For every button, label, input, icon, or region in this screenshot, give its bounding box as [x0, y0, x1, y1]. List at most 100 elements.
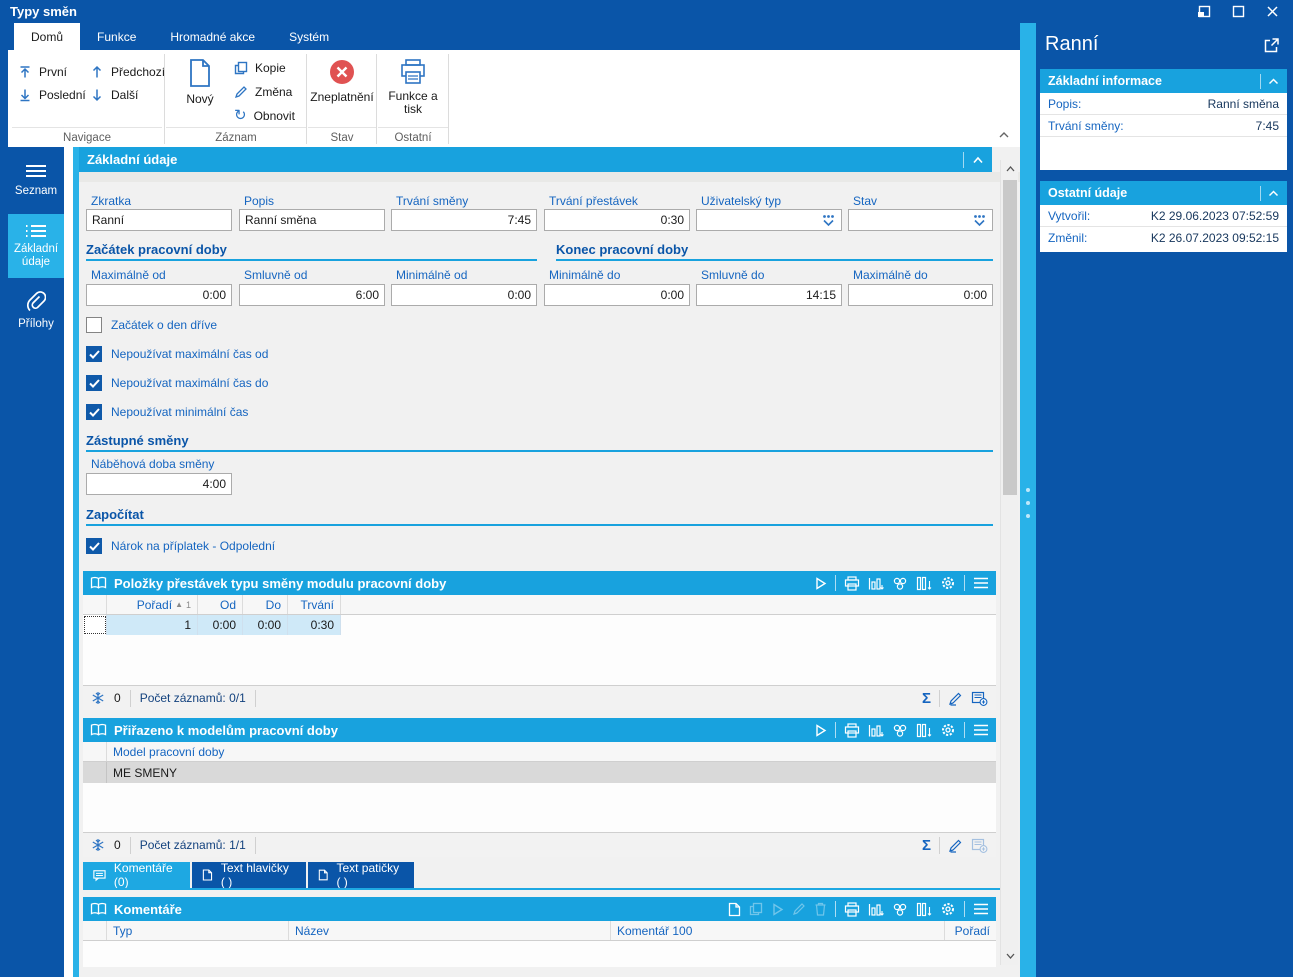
- column-nazev[interactable]: Název: [289, 921, 611, 940]
- chart-icon[interactable]: [868, 576, 884, 591]
- tab-system[interactable]: Systém: [289, 29, 330, 44]
- column-od[interactable]: Od: [198, 595, 243, 614]
- combo-dropdown-icon[interactable]: [821, 214, 836, 227]
- field-zkratka[interactable]: Ranní: [86, 209, 232, 231]
- field-trvani-smeny[interactable]: 7:45: [391, 209, 537, 231]
- checkbox-nepouzivat-max-od[interactable]: Nepoužívat maximální čas od: [86, 346, 268, 362]
- field-maximalne-do[interactable]: 0:00: [848, 284, 993, 306]
- scrollbar-thumb[interactable]: [1003, 180, 1017, 495]
- field-minimalne-do[interactable]: 0:00: [544, 284, 690, 306]
- field-uzivatelsky-typ[interactable]: [696, 209, 842, 231]
- tab-text-paticky[interactable]: Text patičky ( ): [308, 861, 414, 889]
- columns-icon[interactable]: [916, 576, 932, 591]
- column-do[interactable]: Do: [243, 595, 288, 614]
- column-komentar[interactable]: Komentář 100: [611, 921, 945, 940]
- column-model[interactable]: Model pracovní doby: [107, 742, 996, 761]
- functions-print-button[interactable]: Funkce a tisk: [380, 54, 446, 126]
- tab-domu[interactable]: Domů: [14, 23, 81, 50]
- column-poradi[interactable]: Pořadí ▲ 1: [107, 595, 198, 614]
- field-stav[interactable]: [848, 209, 993, 231]
- sum-icon[interactable]: Σ: [921, 836, 931, 854]
- table-prestavky-row[interactable]: 1 0:00 0:00 0:30: [83, 615, 341, 635]
- freeze-icon[interactable]: [91, 838, 105, 852]
- menu-icon[interactable]: [973, 903, 989, 915]
- field-minimalne-od[interactable]: 0:00: [391, 284, 537, 306]
- maximize-button[interactable]: [1223, 1, 1253, 22]
- sidebar-item-zakladni-udaje[interactable]: Základní údaje: [8, 214, 64, 278]
- edit-row-icon[interactable]: [948, 691, 963, 706]
- settings-icon[interactable]: [940, 901, 956, 917]
- field-maximalne-od[interactable]: 0:00: [86, 284, 232, 306]
- columns-icon[interactable]: [916, 723, 932, 738]
- field-nabehova[interactable]: 4:00: [86, 473, 232, 495]
- close-button[interactable]: [1257, 1, 1287, 22]
- column-poradi[interactable]: Pořadí: [945, 921, 996, 940]
- last-button[interactable]: Poslední: [14, 84, 90, 106]
- field-trvani-prestavek[interactable]: 0:30: [544, 209, 690, 231]
- workflow-icon[interactable]: [892, 902, 908, 917]
- new-record-icon[interactable]: [728, 902, 741, 917]
- combo-dropdown-icon[interactable]: [972, 214, 987, 227]
- edit-record-icon[interactable]: [792, 902, 806, 916]
- first-button[interactable]: První: [14, 61, 71, 83]
- next-button[interactable]: Další: [86, 84, 142, 106]
- row-selector-cell[interactable]: [83, 762, 107, 783]
- refresh-button[interactable]: ↻ Obnovit: [230, 105, 299, 127]
- splitter-handle[interactable]: [1026, 488, 1030, 518]
- scroll-down-arrow[interactable]: [1003, 949, 1017, 963]
- copy-record-icon[interactable]: [749, 902, 763, 916]
- freeze-icon[interactable]: [91, 691, 105, 705]
- chart-icon[interactable]: [868, 723, 884, 738]
- field-smluvne-od[interactable]: 6:00: [239, 284, 385, 306]
- checkbox-narok-priplatek[interactable]: Nárok na příplatek - Odpolední: [86, 538, 275, 554]
- copy-button[interactable]: Kopie: [230, 57, 290, 79]
- tab-komentare[interactable]: Komentáře (0): [83, 861, 190, 889]
- print-icon[interactable]: [844, 901, 860, 917]
- tab-hromadne-akce[interactable]: Hromadné akce: [170, 29, 256, 44]
- sidebar-item-prilohy[interactable]: Přílohy: [8, 280, 64, 342]
- open-in-window-button[interactable]: [1263, 37, 1280, 54]
- run-icon[interactable]: [814, 576, 827, 590]
- field-smluvne-do[interactable]: 14:15: [696, 284, 842, 306]
- settings-icon[interactable]: [940, 575, 956, 591]
- menu-icon[interactable]: [973, 724, 989, 736]
- menu-icon[interactable]: [973, 577, 989, 589]
- new-button[interactable]: Nový: [174, 54, 226, 126]
- run-icon[interactable]: [771, 902, 784, 916]
- print-icon[interactable]: [844, 575, 860, 591]
- vertical-scrollbar[interactable]: [1000, 160, 1018, 965]
- workflow-icon[interactable]: [892, 576, 908, 591]
- collapse-card-button[interactable]: [1260, 185, 1279, 201]
- column-trvani[interactable]: Trvání: [288, 595, 341, 614]
- dock-window-button[interactable]: [1189, 1, 1219, 22]
- checkbox-nepouzivat-min[interactable]: Nepoužívat minimální čas: [86, 404, 248, 420]
- invalidate-button[interactable]: Zneplatnění: [310, 54, 374, 126]
- run-icon[interactable]: [814, 723, 827, 737]
- column-typ[interactable]: Typ: [107, 921, 289, 940]
- new-row-form-icon[interactable]: [971, 691, 988, 706]
- sum-icon[interactable]: Σ: [921, 689, 931, 707]
- collapse-card-button[interactable]: [1260, 73, 1279, 89]
- tab-text-hlavicky[interactable]: Text hlavičky ( ): [192, 861, 306, 889]
- checkbox-nepouzivat-max-do[interactable]: Nepoužívat maximální čas do: [86, 375, 268, 391]
- delete-record-icon[interactable]: [814, 902, 827, 916]
- row-selector-cell[interactable]: [83, 615, 107, 635]
- checkbox-zacatek-drive[interactable]: Začátek o den dříve: [86, 317, 217, 333]
- print-icon[interactable]: [844, 722, 860, 738]
- field-popis[interactable]: Ranní směna: [239, 209, 385, 231]
- previous-button[interactable]: Předchozí: [86, 61, 169, 83]
- edit-row-icon[interactable]: [948, 838, 963, 853]
- panel-splitter[interactable]: [1020, 23, 1036, 977]
- scroll-up-arrow[interactable]: [1003, 162, 1017, 176]
- edit-button[interactable]: Změna: [230, 81, 296, 103]
- table-modely-row[interactable]: ME SMENY: [83, 762, 996, 783]
- new-row-form-icon[interactable]: [971, 838, 988, 853]
- collapse-section-button[interactable]: [963, 151, 984, 168]
- settings-icon[interactable]: [940, 722, 956, 738]
- columns-icon[interactable]: [916, 902, 932, 917]
- collapse-ribbon-button[interactable]: [998, 131, 1010, 139]
- sidebar-item-seznam[interactable]: Seznam: [8, 150, 64, 212]
- tab-funkce[interactable]: Funkce: [97, 29, 137, 44]
- chart-icon[interactable]: [868, 902, 884, 917]
- workflow-icon[interactable]: [892, 723, 908, 738]
